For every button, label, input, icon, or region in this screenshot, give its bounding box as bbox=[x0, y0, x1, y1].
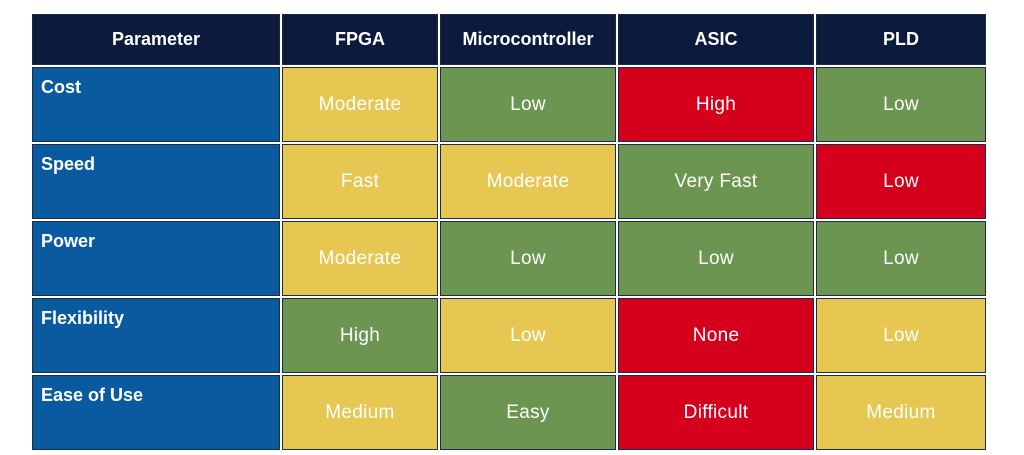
cell-cost-fpga: Moderate bbox=[282, 67, 438, 142]
cell-ease-of-use-pld: Medium bbox=[816, 375, 986, 450]
cell-power-pld: Low bbox=[816, 221, 986, 296]
header-parameter: Parameter bbox=[32, 14, 280, 65]
cell-ease-of-use-microcontroller: Easy bbox=[440, 375, 616, 450]
header-fpga: FPGA bbox=[282, 14, 438, 65]
cell-flexibility-pld: Low bbox=[816, 298, 986, 373]
row-label-ease-of-use: Ease of Use bbox=[32, 375, 280, 450]
cell-speed-microcontroller: Moderate bbox=[440, 144, 616, 219]
row-label-flexibility: Flexibility bbox=[32, 298, 280, 373]
row-label-cost: Cost bbox=[32, 67, 280, 142]
cell-speed-fpga: Fast bbox=[282, 144, 438, 219]
header-asic: ASIC bbox=[618, 14, 814, 65]
cell-speed-asic: Very Fast bbox=[618, 144, 814, 219]
header-microcontroller: Microcontroller bbox=[440, 14, 616, 65]
cell-flexibility-asic: None bbox=[618, 298, 814, 373]
cell-flexibility-microcontroller: Low bbox=[440, 298, 616, 373]
cell-speed-pld: Low bbox=[816, 144, 986, 219]
cell-power-microcontroller: Low bbox=[440, 221, 616, 296]
header-pld: PLD bbox=[816, 14, 986, 65]
cell-cost-asic: High bbox=[618, 67, 814, 142]
row-label-speed: Speed bbox=[32, 144, 280, 219]
cell-flexibility-fpga: High bbox=[282, 298, 438, 373]
cell-power-fpga: Moderate bbox=[282, 221, 438, 296]
cell-ease-of-use-asic: Difficult bbox=[618, 375, 814, 450]
cell-ease-of-use-fpga: Medium bbox=[282, 375, 438, 450]
cell-cost-pld: Low bbox=[816, 67, 986, 142]
row-label-power: Power bbox=[32, 221, 280, 296]
cell-power-asic: Low bbox=[618, 221, 814, 296]
cell-cost-microcontroller: Low bbox=[440, 67, 616, 142]
comparison-table: Parameter FPGA Microcontroller ASIC PLD … bbox=[32, 14, 994, 450]
